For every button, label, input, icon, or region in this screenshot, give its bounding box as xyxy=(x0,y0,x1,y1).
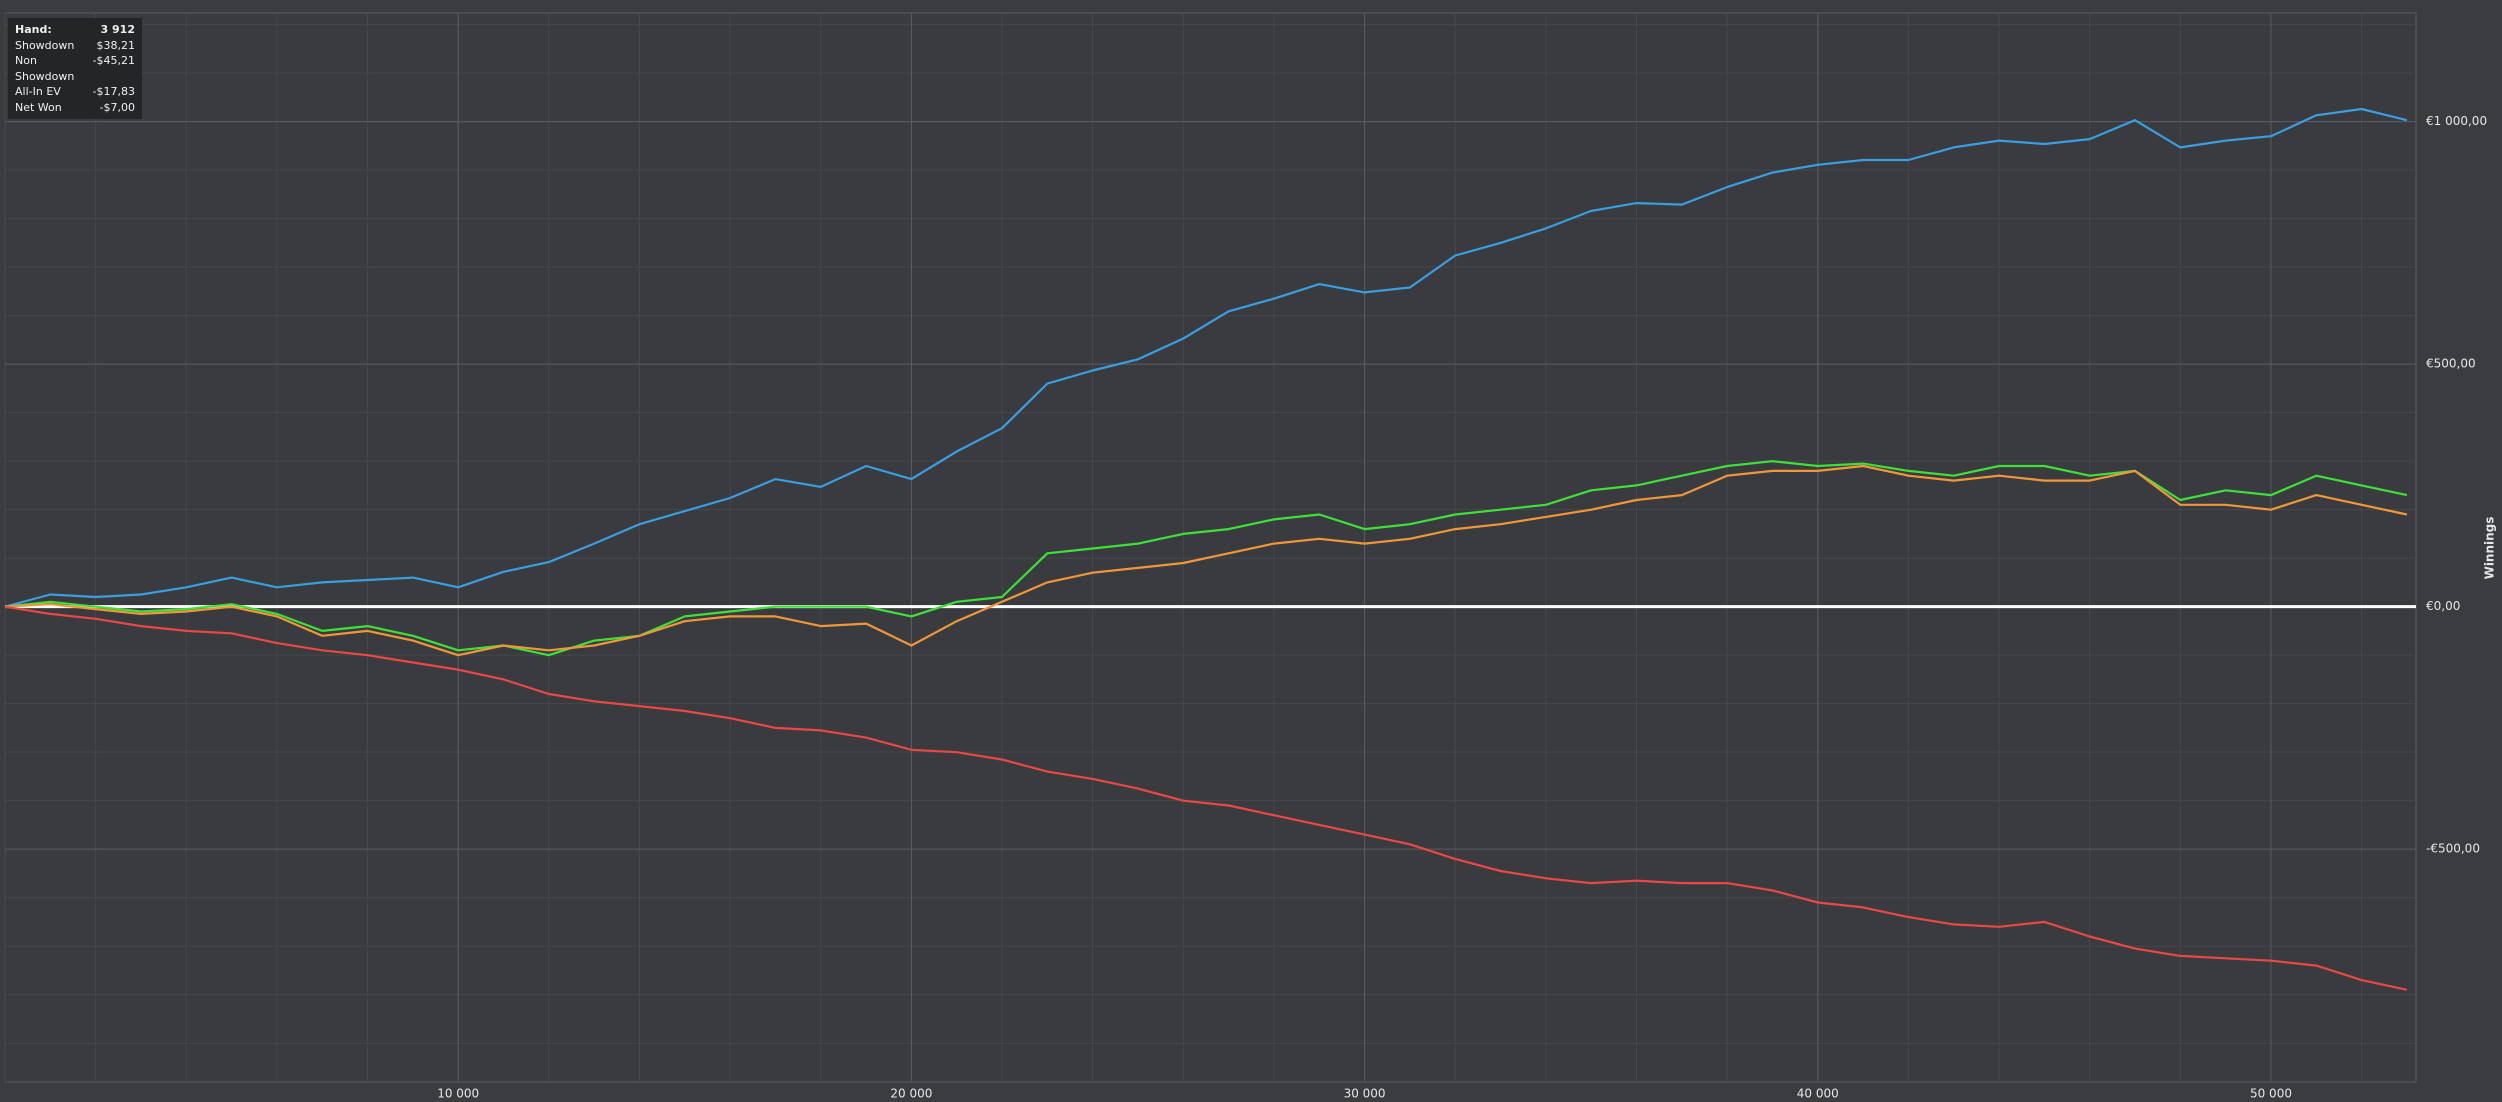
tooltip-label: Non Showdown xyxy=(15,54,75,83)
tooltip-value: -$7,00 xyxy=(99,100,135,114)
tooltip-row: All-In EV -$17,83 xyxy=(15,84,135,100)
tooltip-label: Showdown xyxy=(15,38,75,52)
tooltip-value: -$45,21 xyxy=(92,54,135,67)
x-tick-label: 40 000 xyxy=(1797,1087,1839,1101)
tooltip-label: Hand: xyxy=(15,23,52,36)
tooltip-label: Net Won xyxy=(15,100,62,114)
y-axis-label: Winnings xyxy=(2483,517,2497,580)
series-line xyxy=(4,107,2408,608)
plot-area xyxy=(4,12,2417,1083)
tooltip-row: Net Won -$7,00 xyxy=(15,100,135,116)
x-tick-label: 10 000 xyxy=(437,1087,479,1101)
tooltip-row: Non Showdown -$45,21 xyxy=(15,53,135,84)
tooltip: Hand: 3 912 Showdown $38,21 Non Showdown -$45… xyxy=(8,18,142,119)
tooltip-value: -$17,83 xyxy=(92,85,135,98)
y-tick-label: €1 000,00 xyxy=(2426,114,2487,128)
x-tick-label: 50 000 xyxy=(2250,1087,2292,1101)
y-tick-label: €500,00 xyxy=(2426,357,2476,371)
tooltip-value: 3 912 xyxy=(100,23,135,36)
tooltip-value: $38,21 xyxy=(96,38,136,52)
x-tick-label: 30 000 xyxy=(1344,1087,1386,1101)
tooltip-row: Hand: 3 912 xyxy=(15,22,135,38)
x-tick-label: 20 000 xyxy=(890,1087,932,1101)
series-line xyxy=(4,605,2408,991)
series-line xyxy=(4,464,2408,657)
tooltip-label: All-In EV xyxy=(15,85,61,98)
y-tick-label: €0,00 xyxy=(2426,599,2460,613)
y-tick-label: -€500,00 xyxy=(2426,842,2480,856)
tooltip-row: Showdown $38,21 xyxy=(15,38,135,54)
series-line xyxy=(4,460,2408,657)
